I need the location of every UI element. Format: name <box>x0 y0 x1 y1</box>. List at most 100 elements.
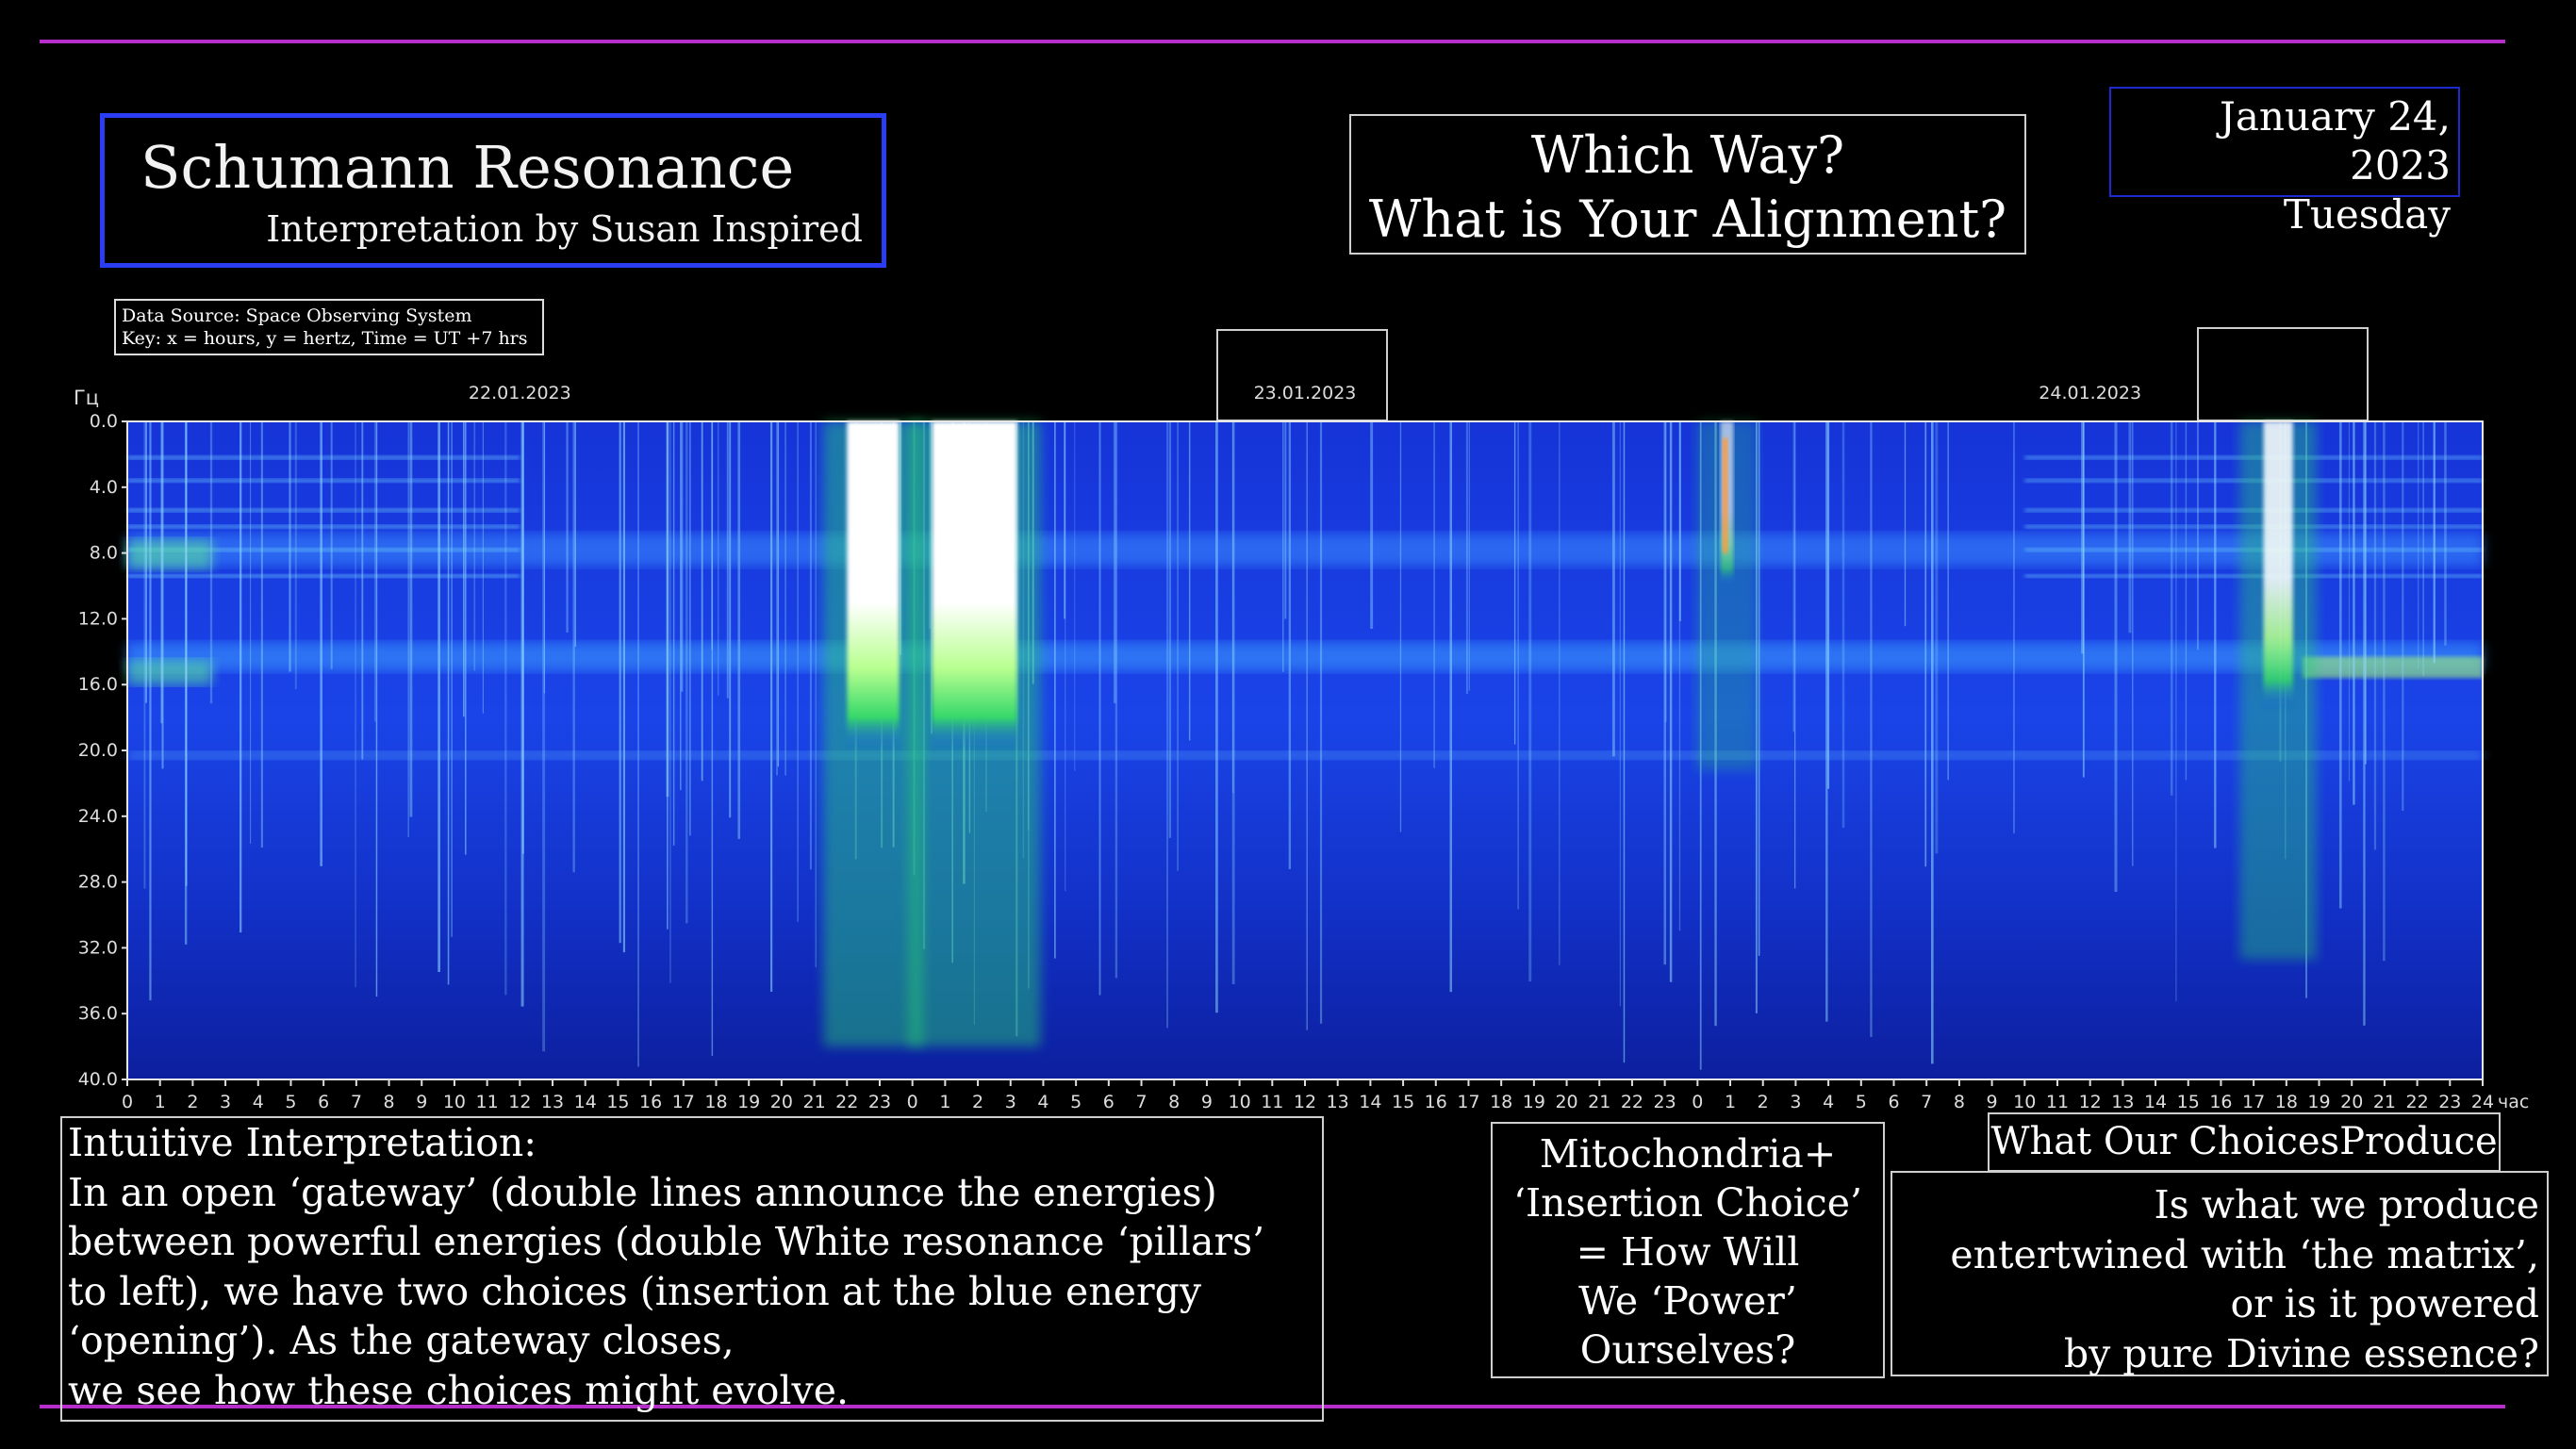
x-tick-label: 10 <box>2013 1092 2036 1112</box>
vertical-streak <box>320 421 322 866</box>
x-tick-label: 10 <box>1229 1092 1251 1112</box>
burst-core <box>1722 437 1728 553</box>
vertical-streak <box>711 421 714 1056</box>
low-frequency-stripe <box>127 574 520 579</box>
plot-area <box>127 421 2483 1079</box>
interpretation-line: to left), we have two choices (insertion… <box>68 1268 1201 1314</box>
vertical-streak <box>2214 421 2217 848</box>
vertical-streak <box>1611 421 1615 757</box>
vertical-streak <box>2185 421 2188 781</box>
x-tick-label: 13 <box>541 1092 564 1112</box>
vertical-streak <box>2383 421 2386 962</box>
vertical-streak <box>1166 421 1168 1029</box>
spectrogram-svg: 0.0 4.0 8.0 12.0 16.0 20.0 24.0 28.0 32.0 36.0 40.… <box>74 327 2529 1112</box>
axes: 0.0 4.0 8.0 12.0 16.0 20.0 24.0 28.0 32.0 36.0 40.… <box>74 383 2529 1112</box>
vertical-streak <box>726 421 729 699</box>
low-frequency-stripe <box>127 455 520 460</box>
vertical-streak <box>1433 421 1435 768</box>
vertical-streak <box>542 421 546 1052</box>
mitochondria-line: ‘Insertion Choice’ <box>1512 1180 1863 1226</box>
headline-line-1: Which Way? <box>1530 125 1845 185</box>
vertical-streak <box>1619 421 1621 1007</box>
y-tick-label: 8.0 <box>90 543 118 564</box>
vertical-streak <box>1904 421 1907 627</box>
vertical-streak <box>1177 421 1179 871</box>
vertical-streak <box>160 421 163 724</box>
vertical-streak <box>1517 421 1519 910</box>
vertical-streak <box>669 421 671 983</box>
x-tick-label: 0 <box>122 1092 133 1112</box>
vertical-streak <box>375 421 378 997</box>
x-tick-label: 15 <box>1392 1092 1414 1112</box>
x-tick-label: 21 <box>802 1092 825 1112</box>
resonance-band <box>127 642 2483 671</box>
vertical-streak <box>2128 421 2132 634</box>
x-tick-label: 5 <box>1856 1092 1867 1112</box>
x-tick-label: 19 <box>2307 1092 2330 1112</box>
x-tick-label: 14 <box>2144 1092 2167 1112</box>
vertical-streak <box>1319 421 1323 1024</box>
x-tick-label: 5 <box>1070 1092 1082 1112</box>
vertical-streak <box>1449 421 1453 993</box>
vertical-streak <box>451 421 453 937</box>
vertical-streak <box>438 421 441 972</box>
y-tick-label: 24.0 <box>78 806 118 827</box>
vertical-streak <box>1678 421 1681 931</box>
vertical-streak <box>1288 421 1292 869</box>
day-marker-frame <box>1216 329 1388 421</box>
x-tick-label: 2 <box>972 1092 983 1112</box>
vertical-streak <box>711 421 713 650</box>
vertical-streak <box>622 421 626 953</box>
vertical-streak <box>2081 421 2085 654</box>
headline-line-2: What is Your Alignment? <box>1368 189 2007 249</box>
glow-patch <box>127 539 212 570</box>
day-marker-frames <box>1216 327 2369 421</box>
vertical-streak <box>1284 421 1287 619</box>
vertical-streak <box>1794 421 1796 889</box>
x-tick-label: 12 <box>2079 1092 2102 1112</box>
low-frequency-stripe <box>127 524 520 529</box>
vertical-streak <box>1669 421 1673 982</box>
vertical-streak <box>2338 421 2342 909</box>
vertical-streak <box>2433 421 2436 664</box>
low-frequency-stripe <box>127 478 520 483</box>
vertical-streak <box>1113 421 1116 703</box>
y-tick-label: 12.0 <box>78 608 118 629</box>
produce-title: What Our ChoicesProduce <box>1990 1120 2498 1163</box>
vertical-streak <box>2131 421 2134 866</box>
key-line: Key: x = hours, y = hertz, Time = UT +7 … <box>122 328 528 349</box>
x-tick-label: 3 <box>1790 1092 1801 1112</box>
x-tick-label: 8 <box>1168 1092 1180 1112</box>
x-tick-label: 2 <box>1758 1092 1769 1112</box>
vertical-streak <box>2422 421 2424 677</box>
x-tick-label: 1 <box>1725 1092 1736 1112</box>
vertical-streak <box>1468 421 1470 691</box>
produce-line: by pure Divine essence? <box>2063 1330 2539 1376</box>
vertical-streak <box>145 421 147 703</box>
vertical-streak <box>685 421 688 924</box>
day-marker-frame <box>2197 327 2369 421</box>
vertical-streak <box>2114 421 2118 892</box>
day-label: 23.01.2023 <box>1254 383 1357 403</box>
vertical-streak <box>737 421 741 839</box>
x-tick-label: 11 <box>2046 1092 2069 1112</box>
x-tick-label: 23 <box>2438 1092 2461 1112</box>
x-tick-label: 18 <box>2275 1092 2298 1112</box>
spectrogram-background <box>127 421 2483 1079</box>
vertical-streak <box>672 421 675 846</box>
vertical-streak <box>574 421 576 647</box>
interpretation-line: In an open ‘gateway’ (double lines annou… <box>68 1169 1217 1215</box>
x-tick-label: 17 <box>672 1092 695 1112</box>
vertical-streak <box>409 421 413 817</box>
vertical-streak <box>447 421 450 985</box>
vertical-streak <box>1215 421 1218 1013</box>
x-tick-label: 8 <box>1954 1092 1965 1112</box>
vertical-streak <box>701 421 703 782</box>
x-tick-label: 5 <box>285 1092 296 1112</box>
vertical-streak <box>637 421 639 1067</box>
vertical-streak <box>543 421 545 694</box>
vertical-streak <box>185 421 188 886</box>
vertical-streak <box>1231 421 1235 984</box>
vertical-streak <box>1678 421 1681 621</box>
glow-patch <box>2303 656 2483 679</box>
